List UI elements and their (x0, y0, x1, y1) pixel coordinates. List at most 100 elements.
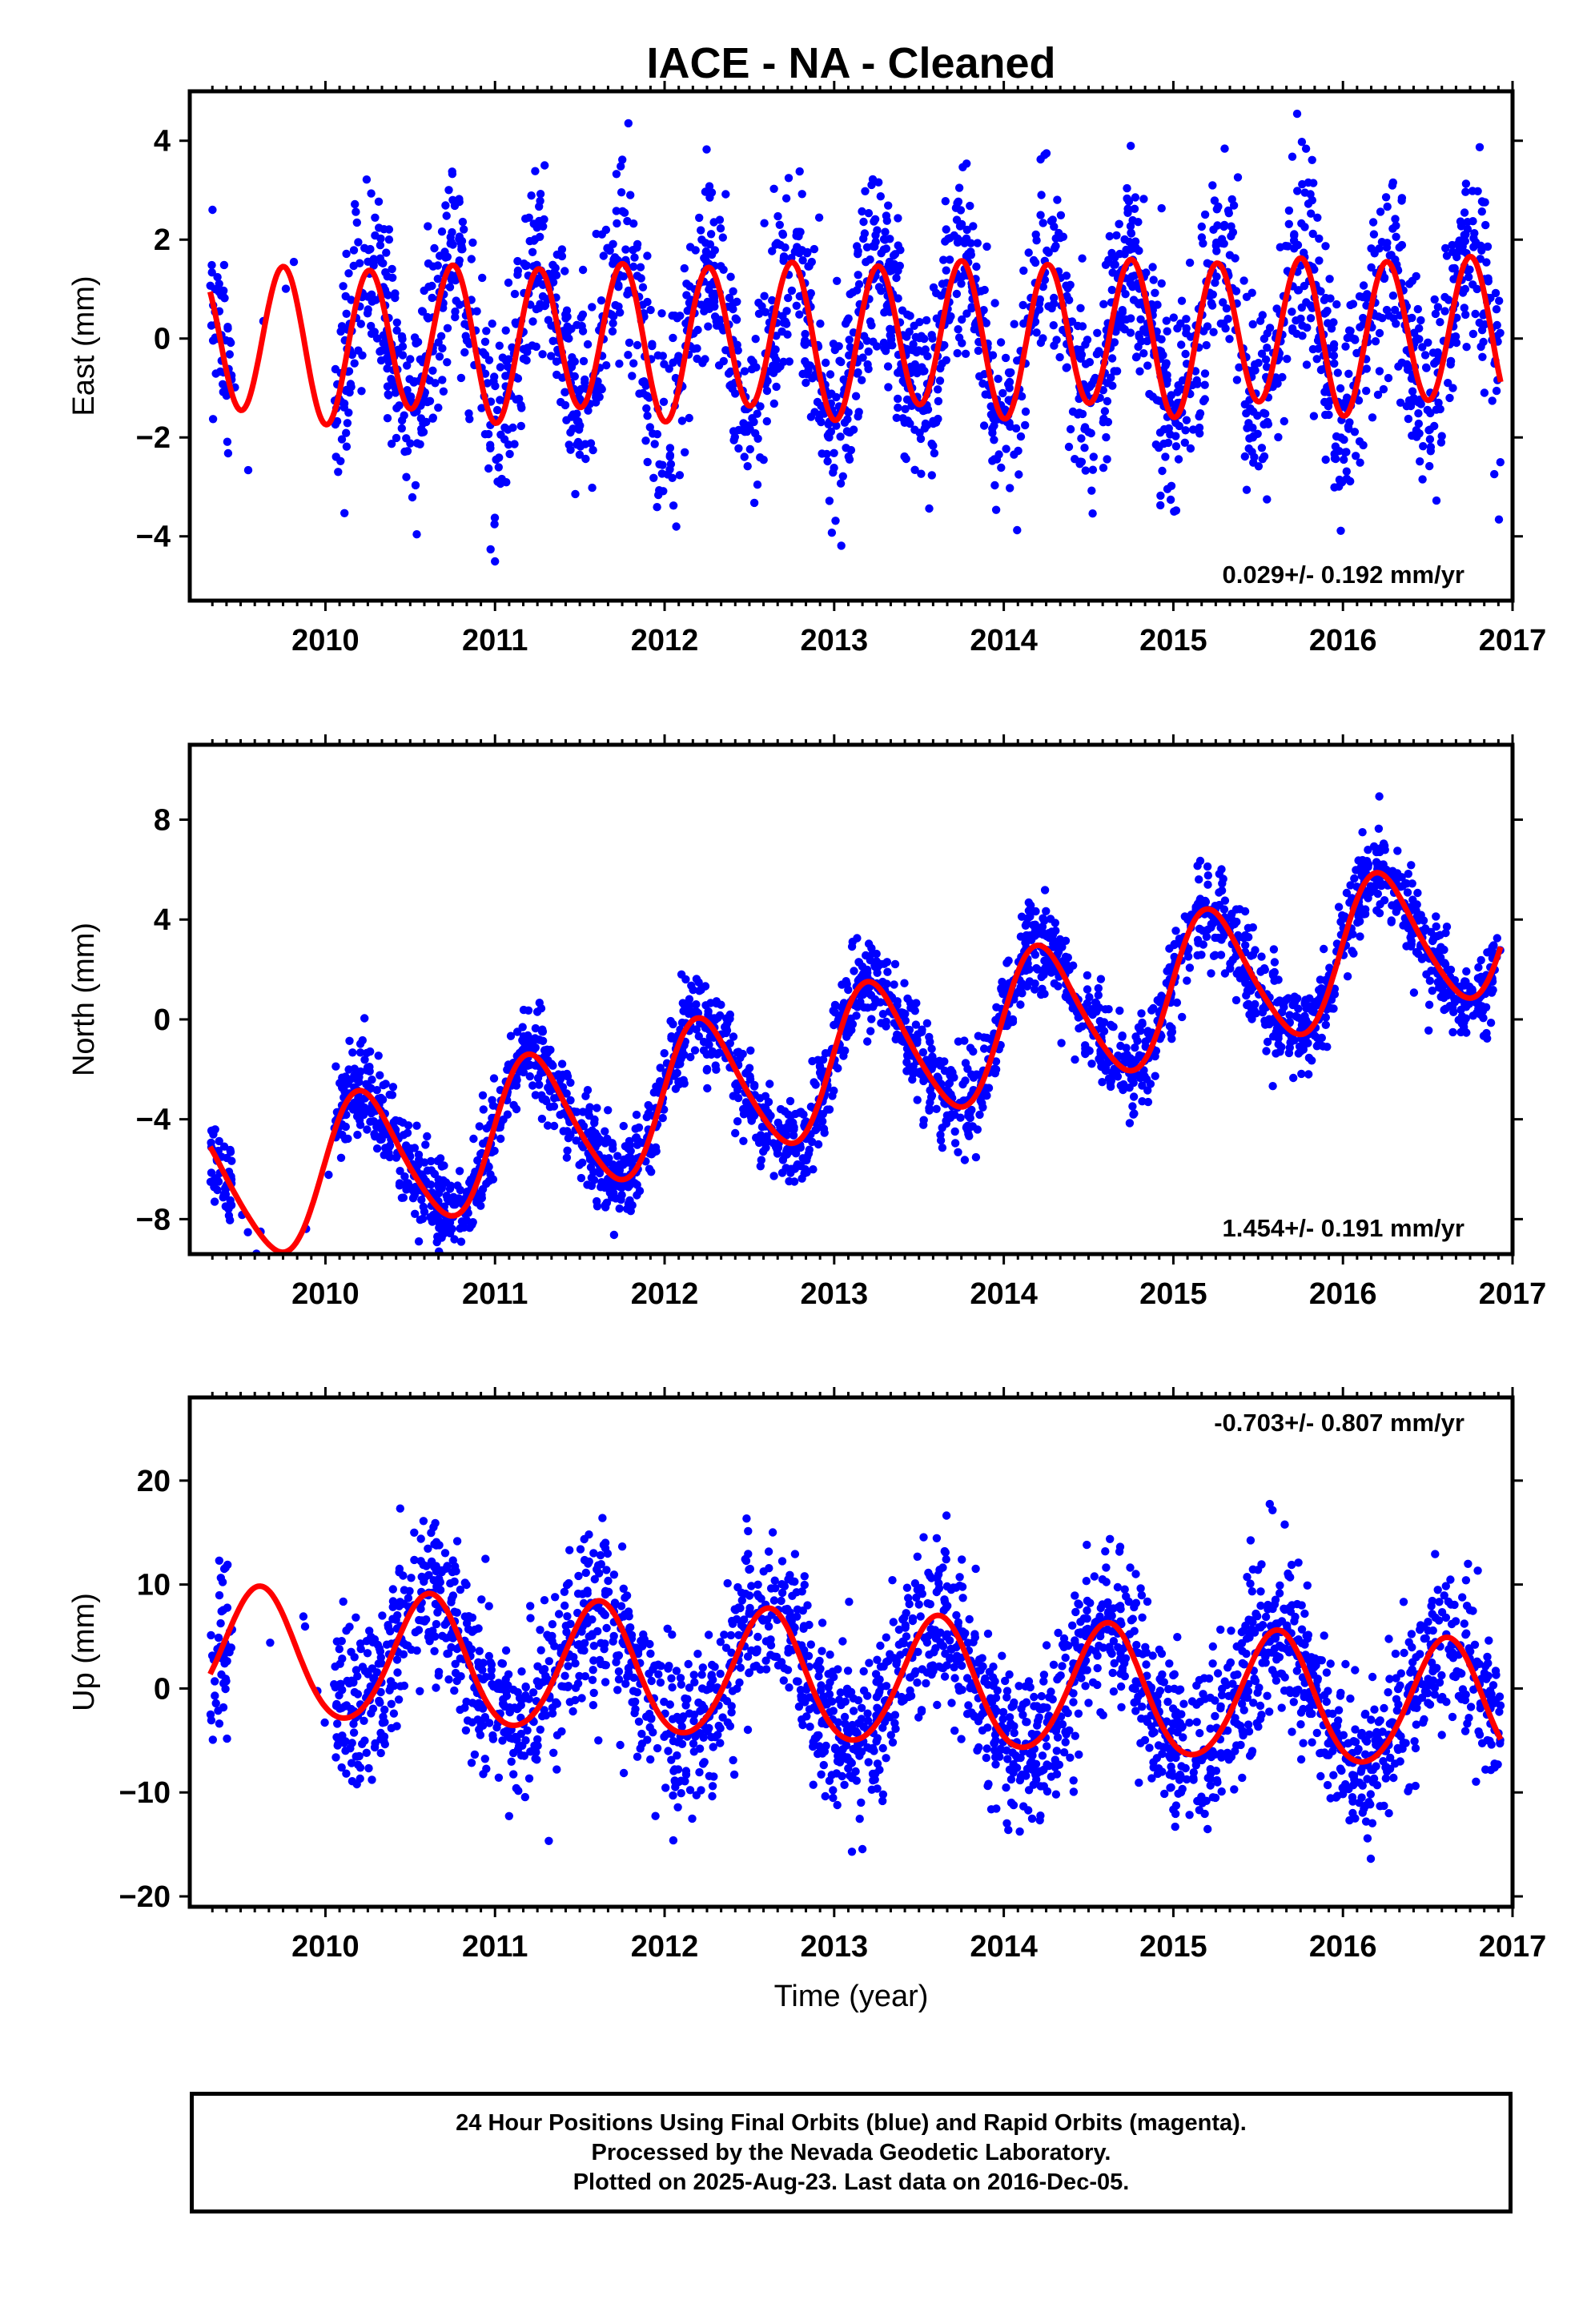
data-point (649, 473, 658, 482)
data-point (893, 1001, 902, 1010)
data-point (1428, 348, 1438, 357)
data-point (1161, 452, 1170, 461)
data-point (1242, 292, 1252, 301)
data-point (927, 1044, 936, 1053)
data-point (1475, 143, 1485, 151)
data-point (1308, 1056, 1316, 1065)
data-point (1031, 907, 1040, 916)
data-point (712, 999, 721, 1008)
data-point (433, 275, 442, 283)
data-point (584, 406, 593, 415)
data-point (1432, 912, 1440, 921)
data-point (910, 465, 919, 474)
data-point (926, 1098, 934, 1107)
data-point (1171, 927, 1180, 935)
data-point (681, 1004, 690, 1014)
data-point (789, 1131, 798, 1140)
data-point (1404, 396, 1414, 405)
data-point (1297, 1069, 1306, 1079)
data-point (954, 333, 964, 342)
data-point (1433, 978, 1442, 987)
data-point (460, 1223, 468, 1232)
data-point (439, 1176, 448, 1185)
data-point (588, 483, 597, 493)
data-point (358, 351, 367, 360)
data-point (467, 255, 476, 263)
data-point (479, 348, 488, 356)
data-point (513, 266, 523, 275)
data-point (733, 1085, 742, 1095)
data-point (722, 1026, 732, 1035)
data-point (1370, 249, 1379, 258)
data-point (1180, 438, 1190, 447)
data-point (954, 183, 964, 192)
data-point (436, 332, 446, 340)
data-point (1388, 224, 1397, 233)
data-point (818, 1117, 827, 1126)
data-point (458, 217, 468, 227)
data-point (455, 195, 464, 203)
x-tick-label: 2015 (1139, 624, 1207, 657)
data-point (392, 318, 401, 327)
data-point (1355, 292, 1364, 301)
data-point (465, 1178, 474, 1187)
data-point (719, 265, 728, 274)
data-point (428, 1217, 437, 1226)
data-point (588, 1131, 597, 1140)
data-point (930, 448, 939, 458)
data-point (692, 1000, 701, 1009)
data-point (1343, 333, 1352, 343)
data-point (705, 193, 714, 202)
data-point (1235, 905, 1244, 914)
data-point (1220, 220, 1229, 230)
data-point (1432, 922, 1440, 931)
data-point (797, 1108, 806, 1116)
data-point (573, 1108, 581, 1116)
data-point (918, 1025, 926, 1034)
data-point (1069, 961, 1078, 970)
data-point (1384, 373, 1393, 383)
data-point (1109, 1023, 1118, 1031)
data-point (1220, 144, 1229, 153)
data-point (1336, 384, 1345, 393)
data-point (1001, 405, 1010, 414)
data-point (756, 1162, 765, 1171)
data-point (1297, 138, 1307, 147)
data-point (1299, 1016, 1308, 1025)
data-point (1320, 944, 1328, 954)
data-point (1081, 1041, 1090, 1050)
x-tick-label: 2010 (291, 624, 360, 657)
data-point (597, 384, 606, 394)
data-point (798, 255, 807, 265)
data-point (1442, 251, 1452, 260)
data-point (962, 309, 971, 318)
data-point (1468, 280, 1477, 289)
data-point (1039, 282, 1048, 292)
data-point (894, 394, 902, 404)
data-point (845, 336, 854, 344)
data-point (739, 419, 748, 428)
data-point (917, 469, 926, 478)
data-point (412, 1121, 421, 1130)
data-point (1432, 496, 1441, 505)
data-point (564, 1134, 573, 1143)
data-point (1202, 932, 1211, 942)
data-point (809, 1165, 818, 1174)
data-point (510, 440, 519, 448)
data-point (1107, 1068, 1117, 1077)
data-point (1173, 388, 1182, 396)
data-point (1098, 1078, 1107, 1087)
data-point (512, 320, 520, 328)
data-point (1115, 219, 1123, 228)
data-point (213, 272, 222, 282)
data-point (1408, 313, 1416, 323)
data-point (726, 272, 735, 281)
y-tick-label: 2 (154, 223, 171, 257)
data-point (779, 318, 788, 328)
data-point (936, 1061, 945, 1070)
data-point (982, 242, 991, 251)
data-point (941, 197, 950, 206)
data-point (457, 245, 466, 254)
data-point (1023, 914, 1032, 923)
data-point (989, 414, 998, 423)
